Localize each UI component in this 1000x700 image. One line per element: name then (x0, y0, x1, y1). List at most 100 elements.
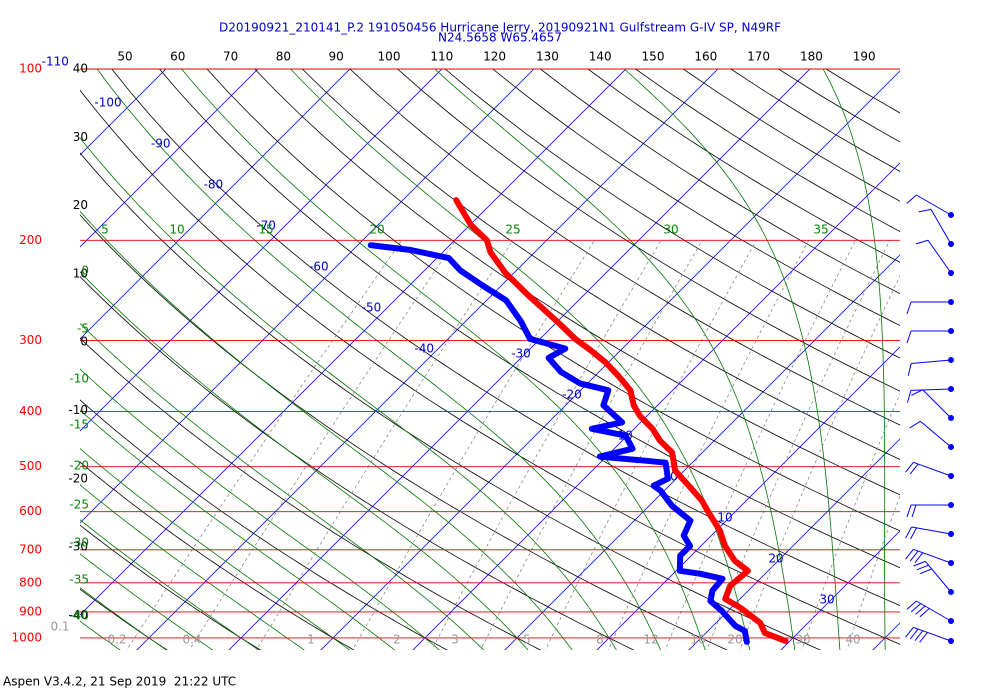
dry-adiabat (159, 69, 900, 569)
theta-label: 90 (329, 50, 344, 64)
wind-barb (905, 526, 954, 540)
height-label: -20 (68, 471, 88, 485)
mixing-ratio-label: 2 (393, 633, 401, 647)
wind-barb (906, 502, 954, 518)
moist-label: 20 (369, 223, 384, 237)
barb-flag (910, 527, 917, 540)
moist-adiabat (96, 69, 662, 650)
moist-adiabat (80, 519, 260, 650)
theta-label: 160 (694, 50, 717, 64)
barb-flag (916, 564, 929, 571)
isotherm (136, 69, 719, 650)
barb-flag (905, 549, 914, 560)
barb-staff (920, 420, 952, 448)
isotherm-label: -80 (204, 178, 224, 192)
mixing-ratio-line (706, 240, 891, 650)
wind-barb (905, 626, 954, 644)
mixing-ratio-label: 5 (523, 633, 531, 647)
barb-staff (927, 239, 952, 274)
dry-adiabat (111, 69, 900, 607)
barb-staff (916, 600, 952, 622)
isotherm (504, 254, 900, 650)
mixing-ratio-label: 0.4 (182, 633, 201, 647)
pressure-label: 1000 (11, 630, 42, 644)
dry-adiabat (254, 69, 900, 496)
barb-flag (919, 632, 928, 643)
moist-label: 5 (101, 223, 109, 237)
barb-flag (909, 420, 921, 429)
barb-staff (930, 209, 952, 245)
dry-adiabat (302, 69, 900, 460)
isotherm (80, 69, 627, 616)
barb-flag (911, 389, 923, 396)
moist-adiabat (80, 448, 351, 650)
pressure-label: 400 (19, 404, 42, 418)
isotherm-label: -50 (362, 301, 382, 315)
mixing-ratio-label: 0.1 (50, 620, 69, 634)
mixing-ratio-line (664, 240, 856, 650)
moist-label: -20 (69, 459, 89, 473)
height-label: 30 (73, 130, 88, 144)
dry-adiabat (492, 69, 900, 327)
barb-flag (915, 239, 929, 245)
barb-staff (913, 548, 952, 564)
moist-label: -10 (69, 372, 89, 386)
pressure-label: 700 (19, 542, 42, 556)
mixing-ratio-line (801, 392, 900, 650)
pressure-label: 500 (19, 459, 42, 473)
barb-flag (909, 463, 919, 475)
chart-subtitle: N24.5658 W65.4657 (438, 31, 562, 45)
mixing-ratio-line (480, 240, 703, 650)
isotherm (412, 162, 900, 650)
theta-label: 180 (800, 50, 823, 64)
barb-flag (906, 600, 917, 610)
barb-staff (924, 561, 952, 593)
barb-flag (910, 603, 922, 613)
isotherm (0, 56, 87, 652)
dry-adiabat (444, 69, 900, 359)
wind-barb (918, 208, 954, 247)
mixing-ratio-line (739, 274, 900, 650)
dry-adiabat (206, 69, 900, 532)
moist-label: 0 (81, 264, 89, 278)
barb-staff (911, 388, 952, 391)
isotherm-label: -70 (256, 219, 276, 233)
mixing-ratio-label: 12 (643, 633, 658, 647)
dry-adiabat (825, 69, 900, 114)
dry-adiabat (80, 524, 262, 650)
theta-label: 120 (483, 50, 506, 64)
wind-barb (906, 194, 954, 218)
theta-label: 170 (747, 50, 770, 64)
pressure-label: 600 (19, 504, 42, 518)
theta-label: 130 (536, 50, 559, 64)
height-label: 40 (73, 62, 88, 76)
moist-adiabat (80, 322, 485, 650)
pressure-label: 300 (19, 333, 42, 347)
moist-label: 30 (663, 223, 678, 237)
isotherm (80, 69, 259, 248)
mixing-ratio-label: 3 (451, 633, 459, 647)
barb-flag (907, 363, 912, 376)
barb-flag (909, 550, 919, 562)
mixing-ratio-line (126, 240, 403, 650)
chart-title: D20190921_210141_P.2 191050456 Hurricane… (219, 21, 781, 35)
moist-adiabat (80, 409, 396, 650)
dry-adiabat (80, 337, 542, 650)
moist-label: -15 (69, 418, 89, 432)
wind-barb (906, 386, 954, 403)
isotherm-label: -90 (151, 137, 171, 151)
dry-adiabat (80, 89, 900, 645)
moist-adiabat (80, 553, 214, 650)
moist-adiabat (80, 587, 167, 650)
theta-label: 80 (276, 50, 291, 64)
wind-barb (907, 357, 954, 376)
barb-flag (905, 526, 913, 539)
moist-label: -30 (69, 536, 89, 550)
moist-adiabat (80, 620, 121, 650)
dry-adiabat (778, 69, 900, 143)
barb-flag (918, 208, 932, 213)
theta-label: 60 (170, 50, 185, 64)
isotherm-label: -30 (511, 347, 531, 361)
barb-flag (906, 390, 912, 403)
height-label: 0 (80, 335, 88, 349)
